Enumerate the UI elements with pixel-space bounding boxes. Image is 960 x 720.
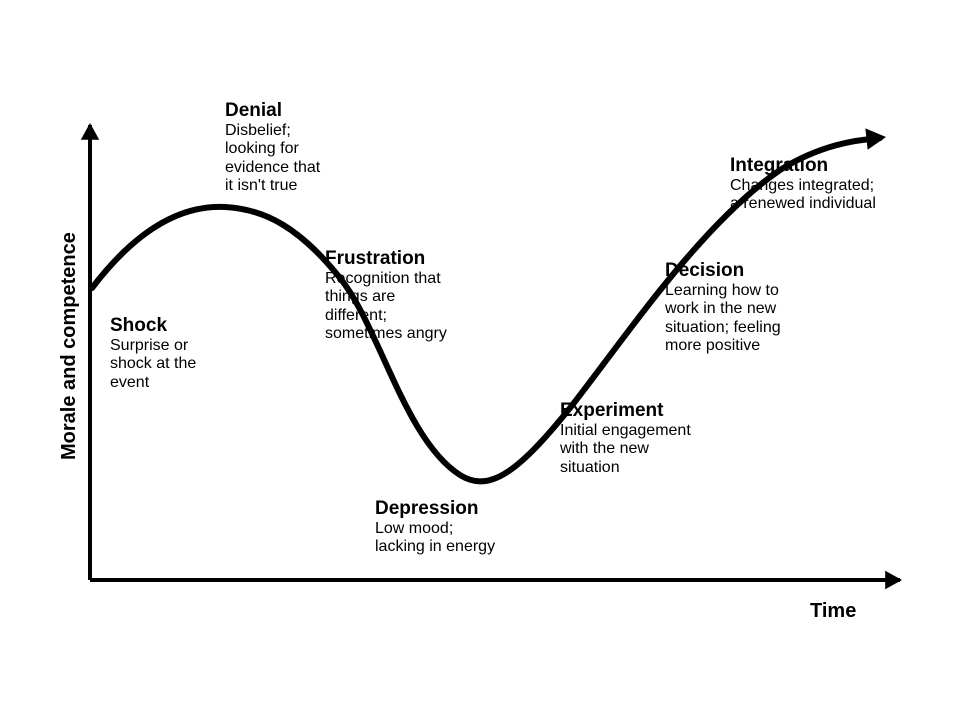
stage-integration: IntegrationChanges integrated;a renewed … bbox=[730, 155, 960, 214]
x-axis-label: Time bbox=[810, 600, 856, 623]
stage-decision-title: Decision bbox=[665, 260, 875, 282]
stage-shock-title: Shock bbox=[110, 315, 260, 337]
stage-integration-title: Integration bbox=[730, 155, 960, 177]
stage-frustration: FrustrationRecognition thatthings aredif… bbox=[325, 248, 525, 344]
stage-denial: DenialDisbelief;looking forevidence that… bbox=[225, 100, 395, 196]
stage-depression-title: Depression bbox=[375, 498, 595, 520]
stage-experiment-desc: Initial engagementwith the newsituation bbox=[560, 422, 770, 477]
y-axis-label: Morale and competence bbox=[58, 232, 81, 460]
stage-integration-desc: Changes integrated;a renewed individual bbox=[730, 177, 960, 214]
stage-frustration-title: Frustration bbox=[325, 248, 525, 270]
stage-experiment: ExperimentInitial engagementwith the new… bbox=[560, 400, 770, 477]
diagram-canvas: Morale and competence Time ShockSurprise… bbox=[0, 0, 960, 720]
stage-denial-desc: Disbelief;looking forevidence thatit isn… bbox=[225, 122, 395, 196]
stage-depression: DepressionLow mood;lacking in energy bbox=[375, 498, 595, 557]
stage-decision: DecisionLearning how towork in the newsi… bbox=[665, 260, 875, 356]
stage-experiment-title: Experiment bbox=[560, 400, 770, 422]
stage-shock: ShockSurprise orshock at theevent bbox=[110, 315, 260, 392]
stage-depression-desc: Low mood;lacking in energy bbox=[375, 520, 595, 557]
stage-decision-desc: Learning how towork in the newsituation;… bbox=[665, 282, 875, 356]
stage-frustration-desc: Recognition thatthings aredifferent;some… bbox=[325, 270, 525, 344]
stage-denial-title: Denial bbox=[225, 100, 395, 122]
stage-shock-desc: Surprise orshock at theevent bbox=[110, 337, 260, 392]
